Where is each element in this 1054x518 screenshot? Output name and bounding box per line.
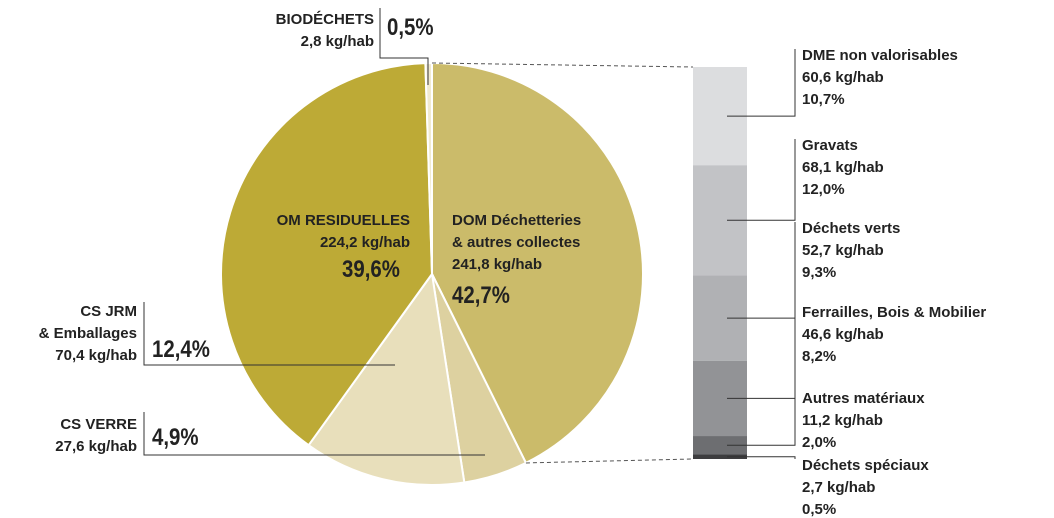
leader-line (431, 62, 694, 68)
slice-label: CS VERRE (60, 416, 137, 433)
segment-label: Autres matériaux (802, 390, 925, 407)
segment-label: DME non valorisables (802, 47, 958, 64)
bar-segment (693, 454, 747, 459)
leader-line (379, 8, 429, 85)
pie-slice (220, 62, 434, 447)
segment-label: Gravats (802, 137, 858, 154)
segment-sublabel: 46,6 kg/hab (802, 326, 884, 343)
pie-slice (307, 271, 466, 486)
leader-line (727, 49, 796, 117)
leader-line (727, 392, 796, 446)
slice-sublabel: 27,6 kg/hab (55, 438, 137, 455)
segment-sublabel: 60,6 kg/hab (802, 69, 884, 86)
slice-sublabel: 70,4 kg/hab (55, 347, 137, 364)
slice-percent: 39,6% (342, 256, 400, 283)
slice-percent: 42,7% (452, 282, 510, 309)
segment-percent: 2,0% (802, 434, 837, 451)
slice-label: DOM Déchetteries & autres collectes (452, 212, 582, 251)
pie-slice (424, 61, 433, 275)
segment-percent: 10,7% (802, 91, 845, 108)
pie-slice (431, 61, 644, 465)
bar-segment (693, 436, 747, 455)
segment-sublabel: 11,2 kg/hab (802, 412, 883, 429)
leader-line (143, 412, 485, 456)
segment-sublabel: 52,7 kg/hab (802, 242, 884, 259)
leader-line (525, 458, 694, 464)
leader-line (143, 302, 395, 366)
slice-percent: 0,5% (387, 14, 434, 41)
slice-sublabel: 2,8 kg/hab (300, 33, 374, 50)
slice-sublabel: 224,2 kg/hab (319, 234, 410, 251)
slice-label: CS JRM & Emballages (38, 303, 137, 342)
segment-sublabel: 2,7 kg/hab (802, 479, 876, 496)
segment-label: Déchets spéciaux (802, 457, 929, 474)
leader-line (727, 139, 796, 221)
leader-line (727, 456, 796, 459)
segment-percent: 8,2% (802, 348, 837, 365)
segment-percent: 0,5% (802, 501, 837, 518)
segment-percent: 12,0% (802, 181, 845, 198)
slice-percent: 12,4% (152, 336, 210, 363)
slice-label: BIODÉCHETS (275, 11, 374, 28)
segment-label: Déchets verts (802, 220, 901, 237)
slice-label: OM RESIDUELLES (276, 212, 410, 229)
slice-sublabel: 241,8 kg/hab (452, 256, 543, 273)
segment-percent: 9,3% (802, 264, 837, 281)
segment-sublabel: 68,1 kg/hab (802, 159, 884, 176)
segment-label: Ferrailles, Bois & Mobilier (802, 304, 987, 321)
slice-percent: 4,9% (152, 424, 199, 451)
